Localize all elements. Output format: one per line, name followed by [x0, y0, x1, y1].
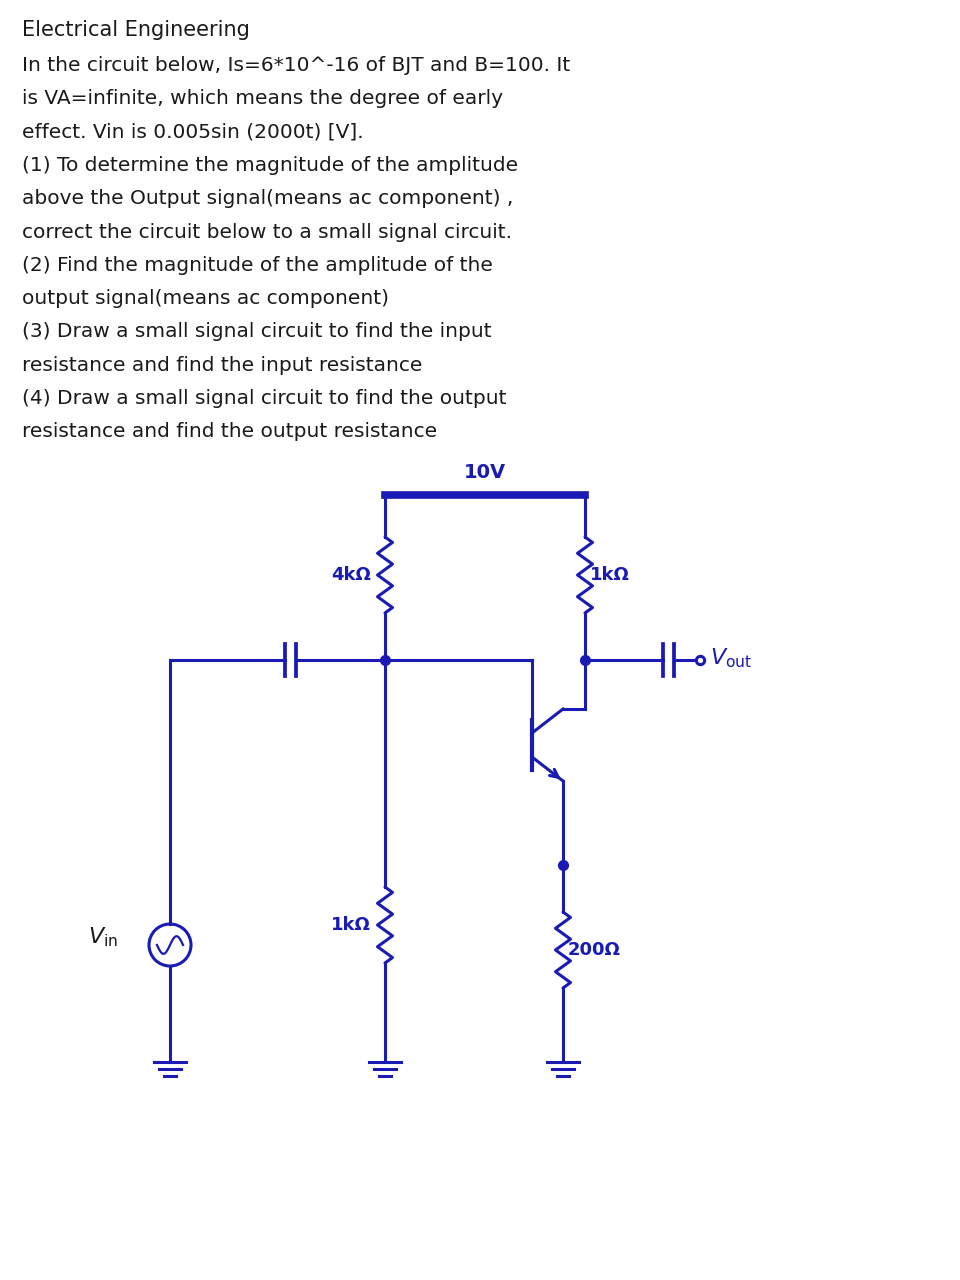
- Text: correct the circuit below to a small signal circuit.: correct the circuit below to a small sig…: [22, 223, 512, 242]
- Text: output signal(means ac component): output signal(means ac component): [22, 289, 389, 308]
- Text: 4kΩ: 4kΩ: [331, 566, 371, 584]
- Text: (3) Draw a small signal circuit to find the input: (3) Draw a small signal circuit to find …: [22, 323, 492, 342]
- Text: (4) Draw a small signal circuit to find the output: (4) Draw a small signal circuit to find …: [22, 389, 507, 408]
- Text: is VA=infinite, which means the degree of early: is VA=infinite, which means the degree o…: [22, 90, 503, 109]
- Text: 1kΩ: 1kΩ: [331, 916, 371, 934]
- Text: 10V: 10V: [464, 463, 506, 483]
- Text: resistance and find the input resistance: resistance and find the input resistance: [22, 356, 422, 375]
- Text: 200Ω: 200Ω: [568, 941, 621, 959]
- Text: In the circuit below, Is=6*10^-16 of BJT and B=100. It: In the circuit below, Is=6*10^-16 of BJT…: [22, 56, 570, 76]
- Text: effect. Vin is 0.005sin (2000t) [V].: effect. Vin is 0.005sin (2000t) [V].: [22, 123, 364, 142]
- Text: $V_{\rm out}$: $V_{\rm out}$: [710, 646, 753, 669]
- Text: $V_{\rm in}$: $V_{\rm in}$: [88, 925, 118, 948]
- Text: above the Output signal(means ac component) ,: above the Output signal(means ac compone…: [22, 189, 514, 209]
- Text: resistance and find the output resistance: resistance and find the output resistanc…: [22, 422, 437, 442]
- Text: Electrical Engineering: Electrical Engineering: [22, 20, 250, 40]
- Text: 1kΩ: 1kΩ: [590, 566, 630, 584]
- Text: (2) Find the magnitude of the amplitude of the: (2) Find the magnitude of the amplitude …: [22, 256, 492, 275]
- Text: (1) To determine the magnitude of the amplitude: (1) To determine the magnitude of the am…: [22, 156, 518, 175]
